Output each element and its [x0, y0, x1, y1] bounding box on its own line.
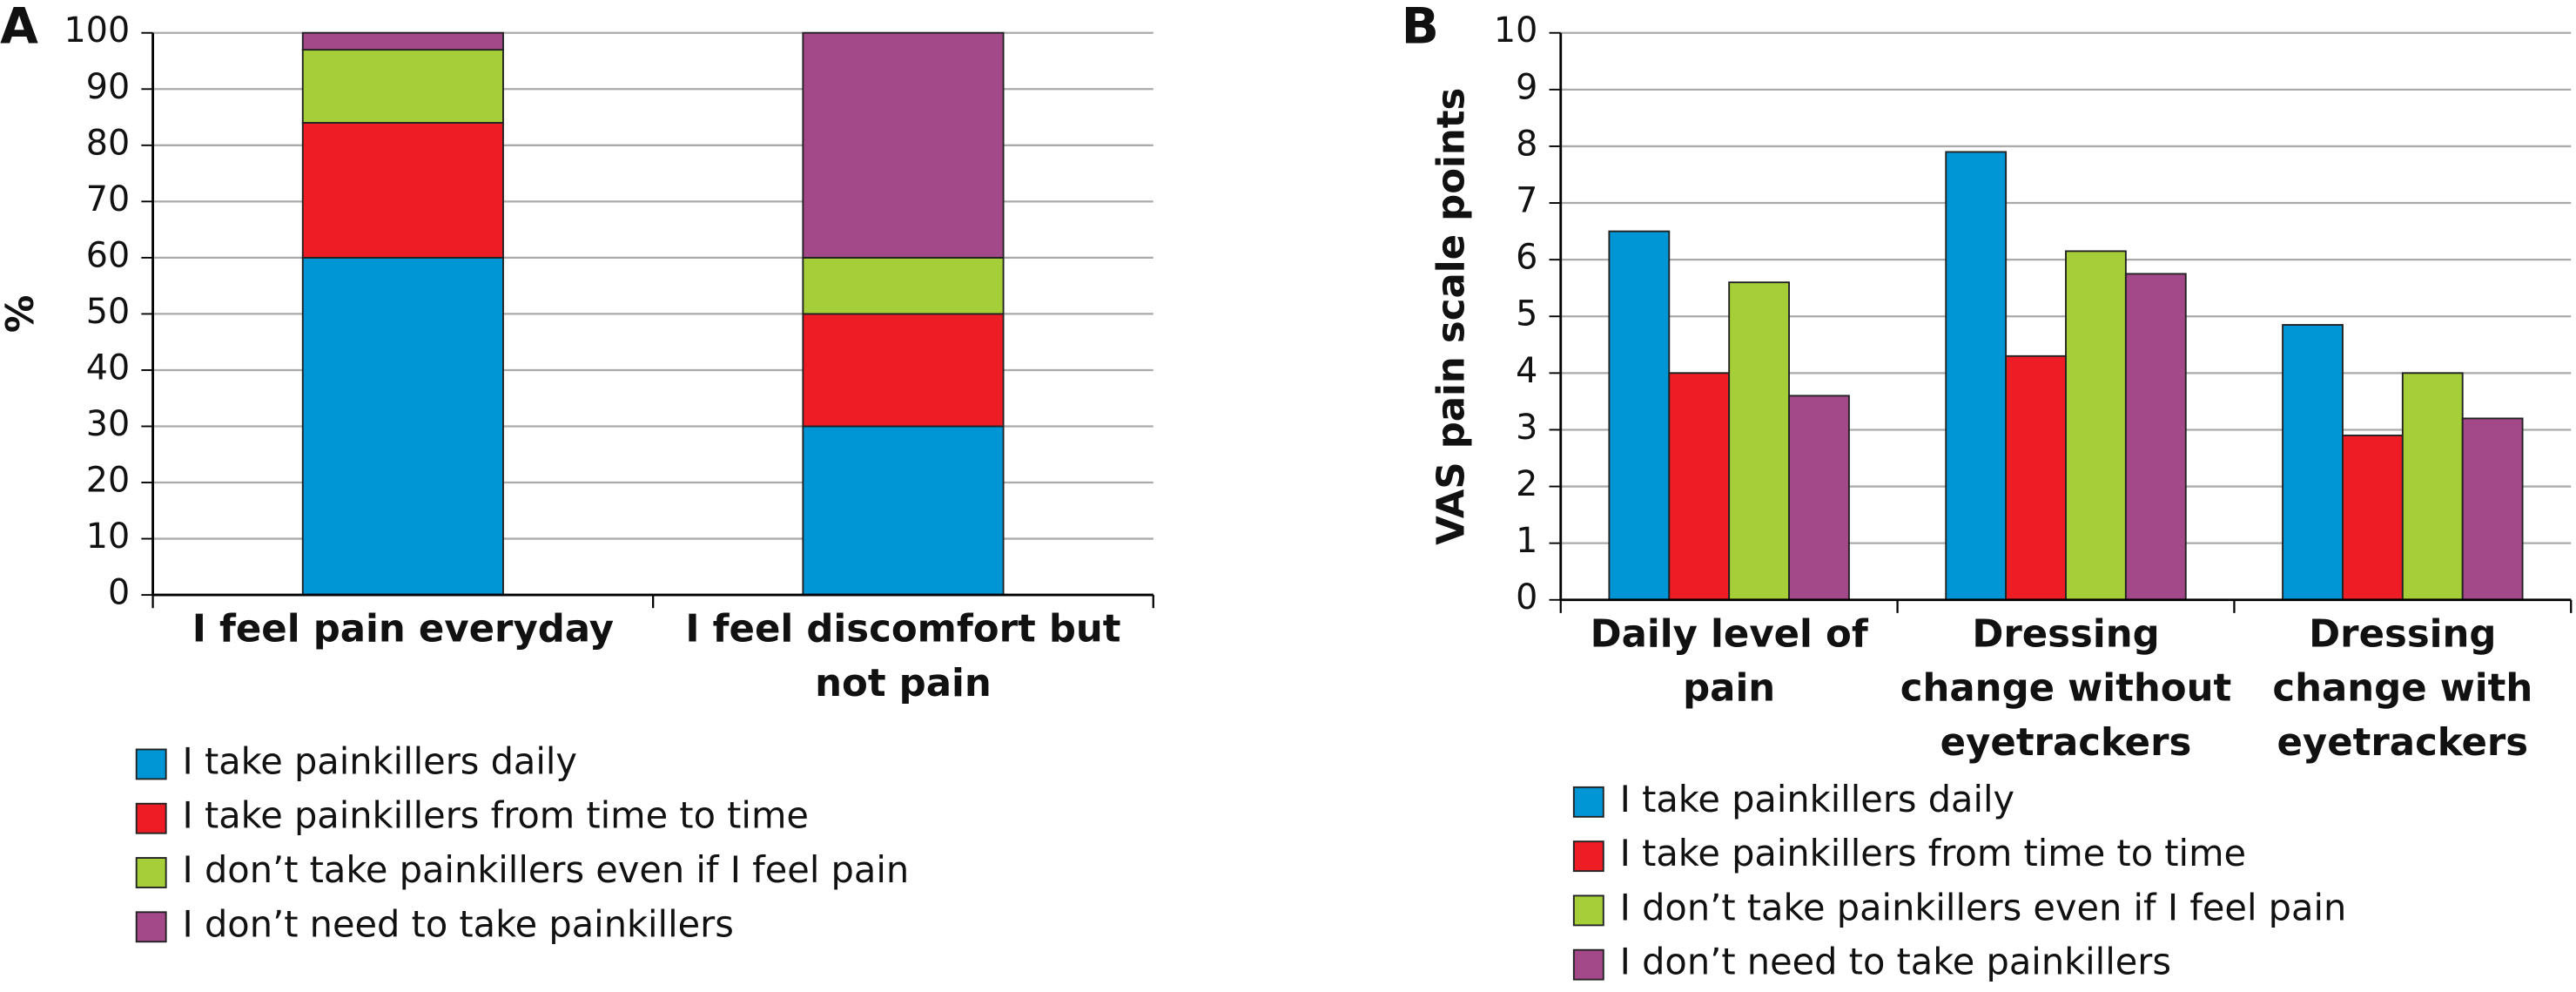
bar [1788, 395, 1850, 601]
x-tick-label: Daily level of pain [1591, 612, 1869, 710]
y-tick-label: 90 [86, 67, 130, 107]
y-tick-label: 4 [1516, 351, 1537, 391]
panel-label: A [0, 0, 38, 56]
legend-swatch [1572, 840, 1604, 873]
bar-segment [301, 122, 504, 259]
y-tick-label: 7 [1516, 181, 1537, 221]
y-tick-label: 10 [1494, 10, 1537, 51]
bar-segment [301, 256, 504, 597]
legend-label: I don’t need to take painkillers [1620, 941, 2171, 983]
bar [2461, 417, 2524, 601]
legend-label: I take painkillers daily [1620, 778, 2014, 820]
legend-label: I take painkillers from time to time [1620, 832, 2246, 874]
legend-swatch [135, 911, 167, 943]
bar-segment [301, 31, 504, 51]
y-tick-label: 100 [64, 10, 131, 51]
y-tick-label: 8 [1516, 124, 1537, 164]
legend-label: I don’t take painkillers even if I feel … [1620, 886, 2347, 928]
bar [2342, 435, 2404, 601]
bar-segment [802, 313, 1005, 428]
legend-label: I don’t take painkillers even if I feel … [183, 848, 910, 891]
y-tick-label: 3 [1516, 408, 1537, 448]
y-tick-label: 6 [1516, 238, 1537, 278]
bar-segment [301, 49, 504, 124]
bar [2124, 273, 2187, 601]
bar [1728, 281, 1790, 601]
y-tick-label: 40 [86, 348, 130, 388]
legend-swatch [135, 857, 167, 888]
bar [2065, 250, 2127, 601]
y-tick-label: 0 [1516, 577, 1537, 617]
x-tick-label: I feel pain everyday [192, 607, 614, 651]
bar-segment [802, 425, 1005, 597]
panel-label: B [1402, 0, 1439, 56]
y-tick-label: 70 [86, 179, 130, 219]
legend-label: I take painkillers daily [183, 739, 577, 782]
y-axis-label: % [0, 295, 43, 333]
y-tick-label: 5 [1516, 294, 1537, 334]
bar [1608, 230, 1671, 601]
y-tick-label: 60 [86, 235, 130, 275]
bar-segment [802, 31, 1005, 259]
legend-swatch [1572, 786, 1604, 818]
bar [1945, 151, 2008, 601]
legend-label: I don’t need to take painkillers [183, 902, 734, 945]
x-tick-label: I feel discomfort but not pain [685, 607, 1120, 705]
y-tick-label: 80 [86, 123, 130, 163]
y-tick-label: 30 [86, 404, 130, 444]
y-tick-label: 50 [86, 292, 130, 332]
y-axis-label: VAS pain scale points [1430, 88, 1474, 545]
legend-swatch [135, 748, 167, 780]
y-tick-label: 10 [86, 516, 130, 557]
legend-swatch [1572, 948, 1604, 981]
bar [1668, 372, 1731, 601]
legend-swatch [1572, 894, 1604, 927]
bar [2401, 372, 2464, 601]
bar-segment [802, 256, 1005, 315]
y-tick-label: 9 [1516, 67, 1537, 107]
legend-swatch [135, 802, 167, 834]
y-tick-label: 1 [1516, 521, 1537, 561]
x-tick-label: Dressing change without eyetrackers [1900, 612, 2231, 765]
y-tick-label: 20 [86, 461, 130, 501]
x-tick-label: Dressing change with eyetrackers [2272, 612, 2532, 765]
y-tick-label: 0 [108, 573, 130, 613]
bar [2005, 354, 2067, 601]
bar [2282, 324, 2344, 601]
legend-label: I take painkillers from time to time [183, 794, 809, 837]
y-tick-label: 2 [1516, 464, 1537, 504]
